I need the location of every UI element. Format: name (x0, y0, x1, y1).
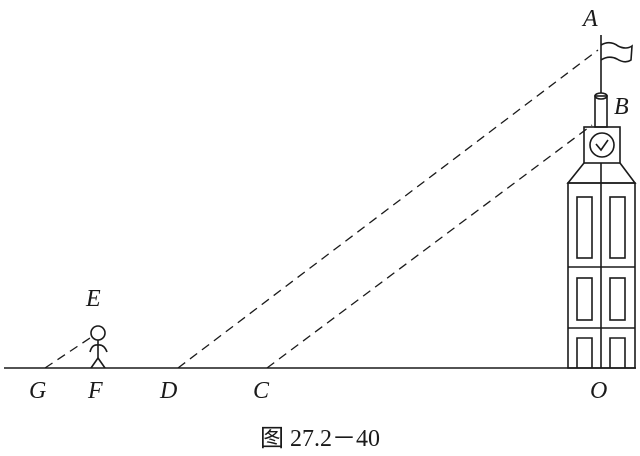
clock-icon (589, 132, 615, 158)
flag-icon (600, 41, 633, 63)
dashed-line-GE (44, 337, 91, 369)
label-O: O (590, 378, 607, 404)
label-G: G (29, 378, 46, 404)
label-E: E (85, 286, 101, 312)
person-figure (89, 325, 108, 369)
sight-lines (44, 49, 599, 369)
label-C: C (253, 378, 270, 404)
label-B: B (614, 94, 629, 120)
dashed-line-CB (266, 124, 593, 369)
label-D: D (159, 378, 177, 404)
label-F: F (87, 378, 103, 404)
clock-tower (566, 35, 637, 369)
dashed-line-DA (177, 49, 599, 369)
label-A: A (581, 6, 598, 32)
figure-caption: 图 27.2－40 (260, 426, 380, 452)
